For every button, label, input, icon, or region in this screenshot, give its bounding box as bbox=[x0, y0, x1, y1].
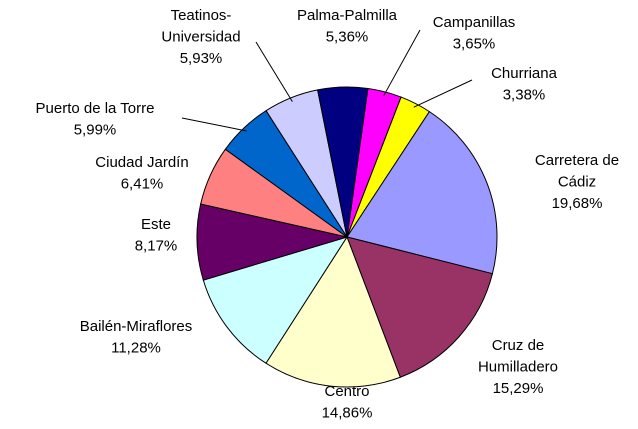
slice-label: Cruz de Humilladero bbox=[478, 337, 558, 376]
leader-line bbox=[181, 117, 247, 132]
label-line: Teatinos- bbox=[171, 7, 232, 24]
value-label: 19,68% bbox=[552, 195, 603, 212]
value-label: 14,86% bbox=[322, 405, 373, 422]
value-label: 5,99% bbox=[74, 122, 117, 139]
value-label: 15,29% bbox=[493, 380, 544, 397]
slice-label: Campanillas bbox=[433, 14, 516, 31]
leader-line bbox=[255, 41, 293, 102]
slice-label: Bailén-Miraflores bbox=[80, 318, 193, 335]
pie-slice bbox=[317, 86, 369, 238]
value-label: 6,41% bbox=[121, 176, 164, 193]
slice-label: Palma-Palmilla bbox=[297, 7, 398, 24]
label-line: Campanillas bbox=[433, 14, 516, 31]
slice-label: Este bbox=[141, 216, 171, 233]
label-line: Carretera de bbox=[535, 152, 619, 169]
label-line: Ciudad Jardín bbox=[95, 154, 188, 171]
pie-slice bbox=[265, 235, 401, 388]
label-line: Este bbox=[141, 216, 171, 233]
pie-slice bbox=[346, 236, 494, 378]
value-label: 3,38% bbox=[503, 87, 546, 104]
label-line: Universidad bbox=[161, 29, 240, 46]
label-line: Humilladero bbox=[478, 359, 558, 376]
value-label: 3,65% bbox=[453, 36, 496, 53]
value-label: 8,17% bbox=[135, 238, 178, 255]
value-label: 5,36% bbox=[326, 29, 369, 46]
label-line: Palma-Palmilla bbox=[297, 7, 398, 24]
slice-label: Puerto de la Torre bbox=[36, 100, 155, 117]
slice-label: Centro bbox=[324, 383, 369, 400]
label-line: Cruz de bbox=[492, 337, 545, 354]
slice-label: Teatinos- Universidad bbox=[161, 7, 240, 46]
pie-slice bbox=[346, 110, 498, 275]
value-label: 11,28% bbox=[111, 340, 161, 357]
label-line: Puerto de la Torre bbox=[36, 100, 155, 117]
slice-label: Churriana bbox=[491, 65, 558, 82]
label-line: Bailén-Miraflores bbox=[80, 318, 193, 335]
leader-line bbox=[383, 29, 421, 96]
slice-label: Carretera de Cádiz bbox=[535, 152, 619, 191]
label-line: Cádiz bbox=[558, 174, 596, 191]
label-line: Churriana bbox=[491, 65, 558, 82]
slice-label: Ciudad Jardín bbox=[95, 154, 188, 171]
value-label: 5,93% bbox=[180, 50, 223, 67]
label-line: Centro bbox=[324, 383, 369, 400]
leader-line bbox=[413, 79, 473, 108]
pie-slice bbox=[202, 236, 349, 364]
